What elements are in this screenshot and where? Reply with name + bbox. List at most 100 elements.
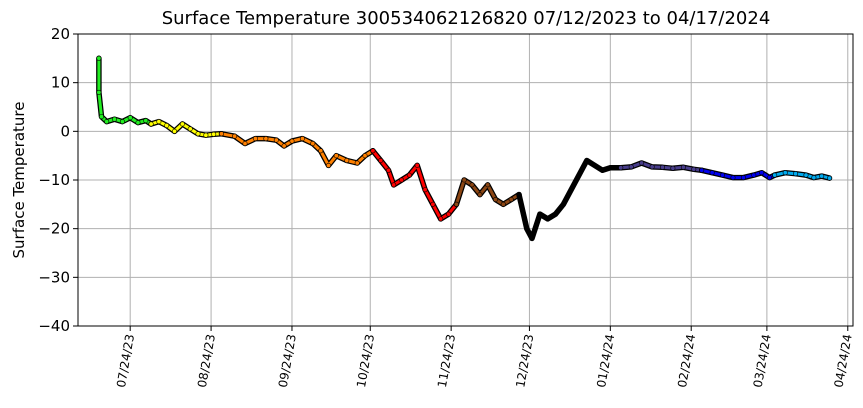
data-point bbox=[469, 182, 475, 188]
data-point bbox=[659, 164, 665, 170]
data-point bbox=[195, 131, 201, 137]
y-axis-label: Surface Temperature bbox=[10, 102, 28, 259]
data-point bbox=[96, 55, 102, 61]
series-line bbox=[149, 120, 223, 137]
data-point bbox=[819, 173, 825, 179]
y-tick-label: 20 bbox=[51, 25, 70, 43]
data-point bbox=[252, 136, 258, 142]
data-point bbox=[552, 211, 558, 217]
data-point bbox=[529, 235, 535, 241]
data-point bbox=[811, 175, 817, 181]
data-point bbox=[362, 153, 368, 159]
data-point bbox=[453, 201, 459, 207]
data-point bbox=[119, 119, 125, 125]
data-point bbox=[524, 226, 530, 232]
data-point bbox=[477, 192, 483, 198]
data-point bbox=[399, 177, 405, 183]
y-tick-label: −30 bbox=[38, 268, 70, 286]
data-point bbox=[438, 216, 444, 222]
data-point bbox=[730, 175, 736, 181]
data-point bbox=[318, 148, 324, 154]
data-point bbox=[281, 143, 287, 149]
data-point bbox=[203, 132, 209, 138]
data-point bbox=[370, 148, 376, 154]
data-point bbox=[691, 166, 697, 172]
data-point bbox=[826, 175, 832, 181]
data-point bbox=[649, 164, 655, 170]
x-tick-label: 11/24/23 bbox=[435, 333, 458, 389]
y-tick-label: −40 bbox=[38, 317, 70, 335]
data-point bbox=[414, 162, 420, 168]
data-point bbox=[492, 197, 498, 203]
data-point bbox=[172, 128, 178, 134]
data-point bbox=[135, 120, 141, 126]
data-point bbox=[299, 136, 305, 142]
data-point bbox=[592, 162, 598, 168]
data-point bbox=[164, 123, 170, 129]
y-axis-ticks: 20 10 0 −10 −20 −30 −40 bbox=[38, 25, 78, 335]
x-axis-ticks: 07/24/23 08/24/23 09/24/23 10/24/23 11/24/23… bbox=[114, 326, 855, 389]
data-point bbox=[263, 136, 269, 142]
data-point bbox=[709, 170, 715, 176]
data-point bbox=[289, 138, 295, 144]
data-point bbox=[391, 182, 397, 188]
x-tick-label: 04/24/24 bbox=[832, 333, 855, 389]
data-point bbox=[537, 211, 543, 217]
data-point bbox=[325, 162, 331, 168]
data-point bbox=[273, 137, 279, 143]
data-point bbox=[628, 164, 634, 170]
data-point bbox=[445, 211, 451, 217]
data-point bbox=[670, 165, 676, 171]
data-point bbox=[354, 160, 360, 166]
data-point bbox=[500, 201, 506, 207]
data-point bbox=[378, 158, 384, 164]
x-tick-label: 09/24/23 bbox=[276, 333, 299, 389]
data-point bbox=[740, 175, 746, 181]
data-point bbox=[719, 172, 725, 178]
x-tick-label: 08/24/23 bbox=[195, 333, 218, 389]
y-tick-label: 10 bbox=[51, 74, 70, 92]
x-tick-label: 07/24/23 bbox=[114, 333, 137, 389]
data-point bbox=[406, 172, 412, 178]
y-tick-label: −20 bbox=[38, 220, 70, 238]
series-line bbox=[220, 132, 375, 167]
data-point bbox=[99, 114, 105, 120]
data-point bbox=[310, 141, 316, 147]
data-point bbox=[232, 133, 238, 139]
data-point bbox=[759, 170, 765, 176]
data-point bbox=[96, 89, 102, 95]
data-point bbox=[639, 160, 645, 166]
data-point bbox=[127, 115, 133, 121]
data-point bbox=[560, 201, 566, 207]
data-point bbox=[333, 153, 339, 159]
data-point bbox=[385, 167, 391, 173]
data-point bbox=[211, 131, 217, 137]
data-point bbox=[179, 121, 185, 127]
data-point bbox=[148, 121, 154, 127]
x-tick-label: 01/24/24 bbox=[594, 333, 617, 389]
data-point bbox=[430, 201, 436, 207]
data-point bbox=[699, 167, 705, 173]
x-tick-label: 03/24/24 bbox=[751, 333, 774, 389]
data-point bbox=[607, 165, 613, 171]
data-series bbox=[96, 55, 833, 242]
data-point bbox=[618, 165, 624, 171]
data-point bbox=[344, 158, 350, 164]
y-tick-label: −10 bbox=[38, 171, 70, 189]
x-tick-label: 02/24/24 bbox=[675, 333, 698, 389]
data-point bbox=[545, 216, 551, 222]
data-point bbox=[508, 197, 514, 203]
data-point bbox=[422, 187, 428, 193]
plot-frame bbox=[77, 33, 854, 327]
data-point bbox=[568, 187, 574, 193]
data-point bbox=[680, 164, 686, 170]
series-outline bbox=[370, 148, 460, 222]
data-point bbox=[156, 119, 162, 125]
data-point bbox=[461, 177, 467, 183]
data-point bbox=[803, 172, 809, 178]
data-point bbox=[104, 119, 110, 125]
data-point bbox=[584, 158, 590, 164]
data-point bbox=[782, 170, 788, 176]
x-tick-label: 12/24/23 bbox=[513, 333, 536, 389]
